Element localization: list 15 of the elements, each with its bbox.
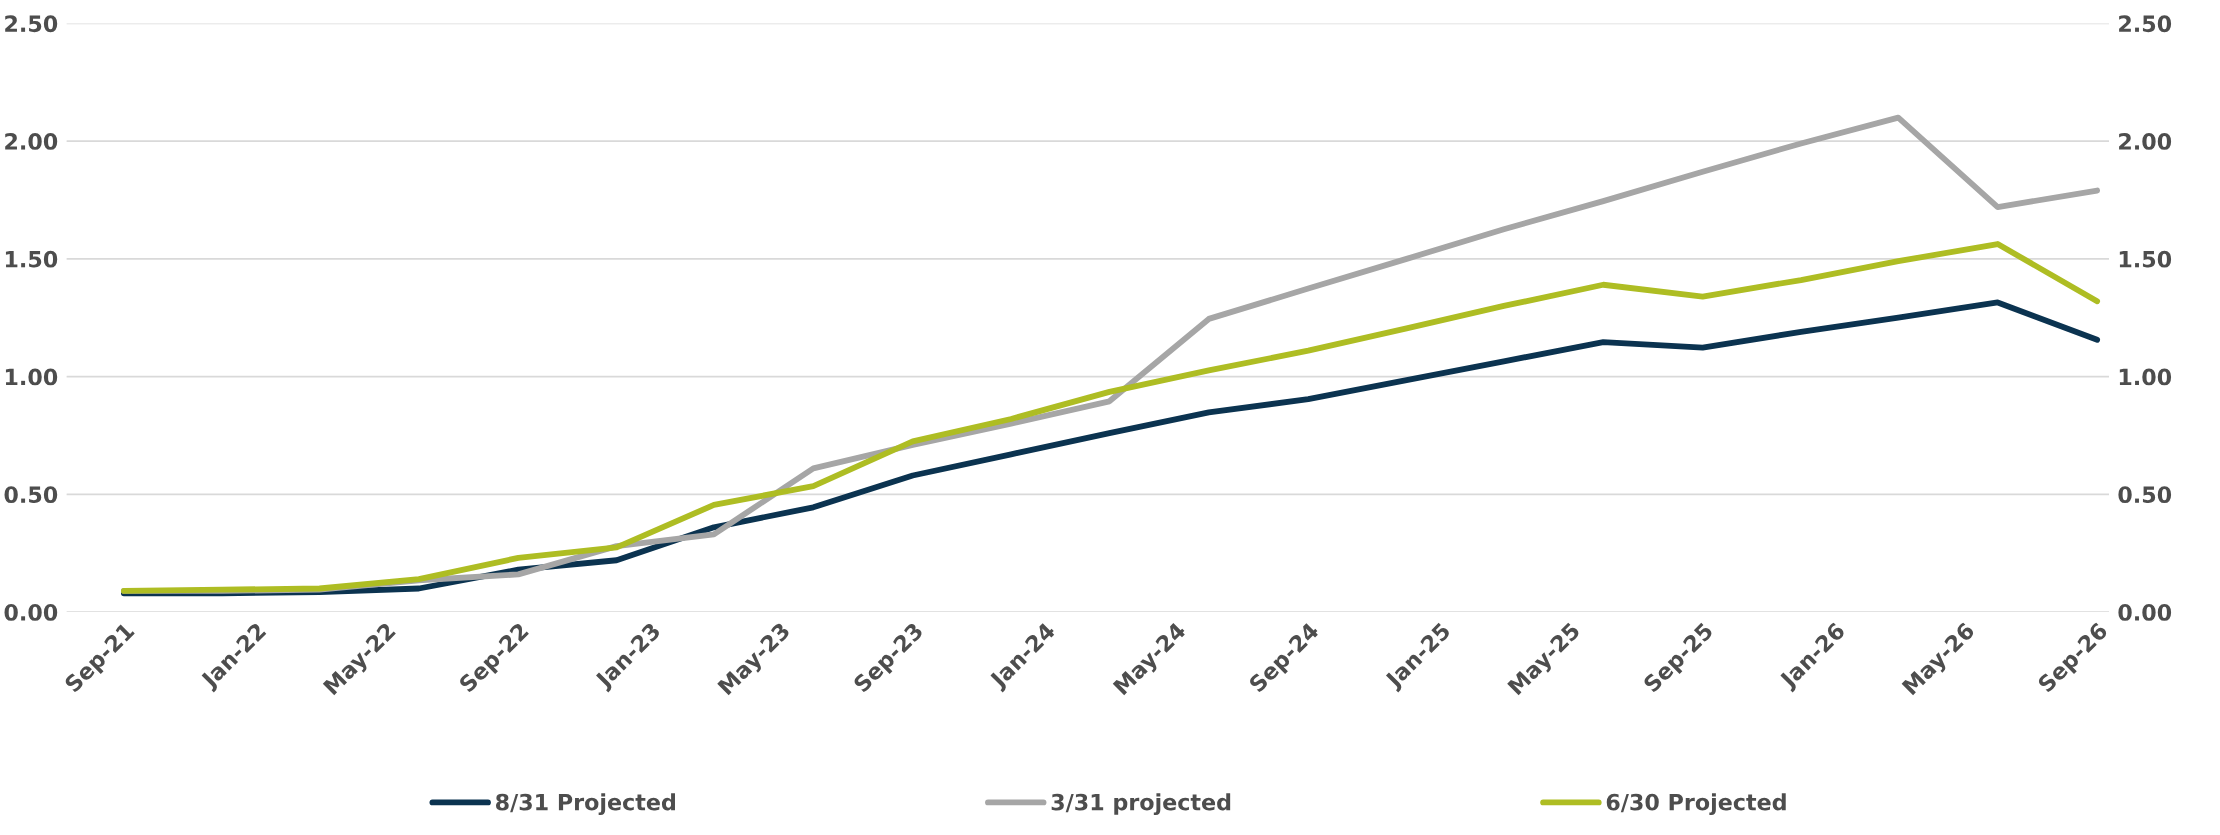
- legend-label: 3/31 projected: [1051, 793, 1231, 815]
- y2-tick-label: 2.00: [2119, 133, 2172, 150]
- y2-tick-label: 2.50: [2119, 15, 2172, 33]
- y-tick-label: 1.50: [5, 250, 58, 268]
- y-tick-label: 0.50: [4, 486, 58, 504]
- y2-tick-label: 0.50: [2118, 486, 2172, 504]
- legend-label: 6/30 Projected: [1606, 793, 1786, 815]
- y2-tick-label: 0.00: [2118, 604, 2172, 621]
- legend-label: 8/31 Projected: [496, 793, 675, 815]
- y2-tick-label: 1.50: [2119, 250, 2172, 268]
- y-tick-label: 2.00: [5, 133, 58, 150]
- y2-tick-label: 1.00: [2119, 368, 2172, 386]
- y-tick-label: 1.00: [5, 368, 58, 386]
- y-tick-label: 0.00: [4, 604, 58, 621]
- y-tick-label: 2.50: [5, 15, 58, 33]
